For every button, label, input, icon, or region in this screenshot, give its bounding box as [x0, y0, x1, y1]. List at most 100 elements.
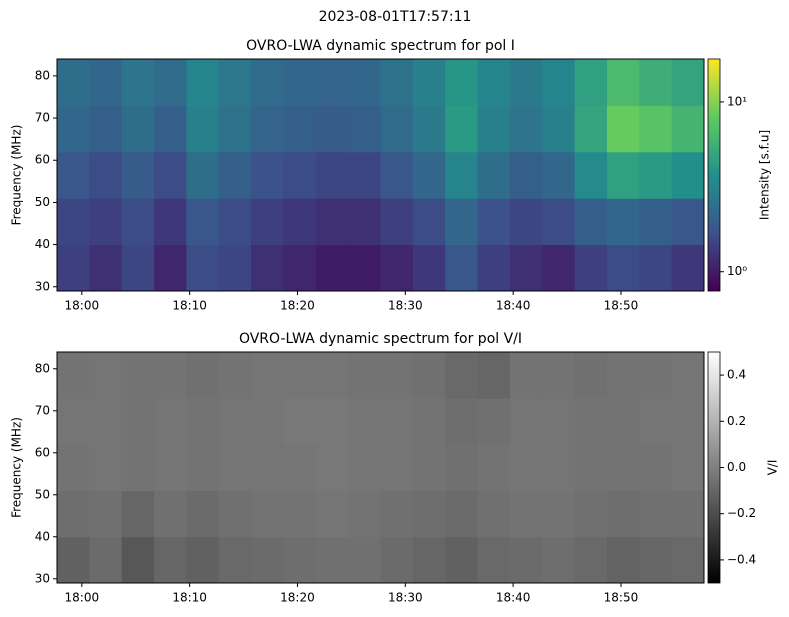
colorbar — [707, 351, 721, 584]
heatmap-cell — [412, 398, 446, 445]
heatmap-cell — [671, 59, 705, 106]
heatmap-cell — [606, 352, 640, 399]
heatmap-cell — [509, 398, 543, 445]
heatmap-cell — [348, 398, 381, 445]
axes-title: OVRO-LWA dynamic spectrum for pol I — [246, 38, 515, 54]
heatmap-cell — [154, 198, 187, 246]
x-tick-label: 18:20 — [280, 591, 315, 605]
heatmap-cell — [542, 59, 576, 106]
heatmap-cell — [639, 536, 673, 584]
y-tick-label: 30 — [35, 571, 50, 585]
heatmap-cell — [121, 244, 155, 292]
heatmap-cell — [57, 536, 90, 584]
heatmap-cell — [251, 198, 284, 246]
heatmap-cell — [186, 151, 220, 199]
heatmap-cell — [315, 536, 349, 584]
heatmap-cell — [218, 151, 252, 199]
heatmap-cell — [477, 536, 511, 584]
heatmap-cell — [509, 105, 543, 153]
heatmap-cell — [509, 198, 543, 246]
heatmap-cell — [57, 151, 90, 199]
x-tick-label: 18:50 — [604, 591, 639, 605]
heatmap-cell — [251, 105, 284, 153]
heatmap-cell — [283, 444, 317, 492]
heatmap-cell — [477, 105, 511, 153]
heatmap-cell — [671, 244, 705, 292]
heatmap-cell — [445, 536, 479, 584]
heatmap-cell — [315, 59, 349, 106]
heatmap-cell — [57, 198, 90, 246]
heatmap-cell — [606, 59, 640, 106]
heatmap-cell — [509, 490, 543, 538]
heatmap-cell — [89, 59, 123, 106]
heatmap-cell — [348, 490, 381, 538]
heatmap-cell — [606, 444, 640, 492]
heatmap-cell — [445, 244, 479, 292]
heatmap-cell — [121, 59, 155, 106]
heatmap-cell — [606, 490, 640, 538]
axes-title: OVRO-LWA dynamic spectrum for pol V/I — [239, 331, 522, 347]
heatmap-cell — [89, 536, 123, 584]
x-tick-label: 18:10 — [172, 591, 207, 605]
heatmap-cell — [671, 352, 705, 399]
heatmap-cell — [606, 398, 640, 445]
heatmap-cell — [477, 398, 511, 445]
heatmap-cell — [57, 444, 90, 492]
heatmap-cell — [412, 536, 446, 584]
x-tick-label: 18:40 — [496, 299, 531, 313]
heatmap-cell — [121, 536, 155, 584]
heatmap-cell — [574, 536, 608, 584]
y-tick-label: 30 — [35, 279, 50, 293]
heatmap-cell — [283, 151, 317, 199]
colorbar-tick-label: 10¹ — [727, 94, 747, 108]
heatmap-cell — [542, 198, 576, 246]
heatmap-cell — [186, 536, 220, 584]
heatmap-cell — [574, 398, 608, 445]
heatmap-cell — [89, 352, 123, 399]
y-tick-label: 50 — [35, 195, 50, 209]
heatmap-cell — [218, 352, 252, 399]
heatmap-cell — [251, 151, 284, 199]
heatmap-cell — [509, 59, 543, 106]
heatmap-cell — [57, 59, 90, 106]
heatmap-cell — [315, 244, 349, 292]
heatmap-cell — [283, 490, 317, 538]
heatmap-cell — [57, 244, 90, 292]
heatmap-cell — [121, 490, 155, 538]
heatmap-cell — [186, 352, 220, 399]
colorbar-tick-label: 0.0 — [727, 460, 746, 474]
y-tick-label: 80 — [35, 68, 50, 82]
heatmap-cell — [57, 352, 90, 399]
y-tick-label: 60 — [35, 445, 50, 459]
heatmap-cell — [218, 59, 252, 106]
x-tick-label: 18:40 — [496, 591, 531, 605]
heatmap-cell — [251, 59, 284, 106]
heatmap-cell — [606, 105, 640, 153]
heatmap-cell — [283, 536, 317, 584]
heatmap-cell — [412, 198, 446, 246]
heatmap-cell — [574, 444, 608, 492]
heatmap-cell — [509, 244, 543, 292]
heatmap-cell — [477, 490, 511, 538]
heatmap-cell — [380, 105, 414, 153]
heatmap-cell — [574, 490, 608, 538]
heatmap-cell — [121, 352, 155, 399]
heatmap-cell — [154, 244, 187, 292]
heatmap-cell — [348, 198, 381, 246]
heatmap-cell — [574, 59, 608, 106]
x-tick-label: 18:00 — [65, 299, 100, 313]
heatmap-cell — [445, 490, 479, 538]
heatmap-cell — [348, 536, 381, 584]
heatmap-cell — [283, 398, 317, 445]
heatmap-cell — [445, 198, 479, 246]
y-tick-label: 80 — [35, 361, 50, 375]
heatmap-cell — [251, 352, 284, 399]
heatmap-cell — [154, 490, 187, 538]
heatmap-cell — [639, 151, 673, 199]
heatmap-cell — [639, 59, 673, 106]
heatmap-cell — [509, 536, 543, 584]
heatmap-cell — [542, 398, 576, 445]
y-tick-label: 50 — [35, 487, 50, 501]
heatmap-cell — [348, 352, 381, 399]
